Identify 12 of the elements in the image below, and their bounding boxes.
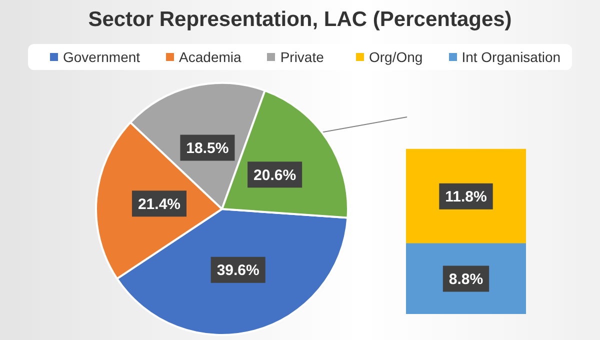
data-label: 11.8% [445,188,487,206]
data-label: 20.6% [254,166,296,184]
legend-label: Government [63,49,140,65]
data-label: 8.8% [448,270,484,288]
legend-label: Private [280,49,324,65]
data-label: 18.5% [186,140,229,157]
legend-label: Academia [179,49,242,65]
data-label: 21.4% [138,196,181,213]
data-label: 39.6% [216,262,260,280]
chart-title: Sector Representation, LAC (Percentages) [87,8,513,32]
legend-label: Org/Ong [369,49,423,65]
legend-label: Int Organisation [462,49,561,65]
